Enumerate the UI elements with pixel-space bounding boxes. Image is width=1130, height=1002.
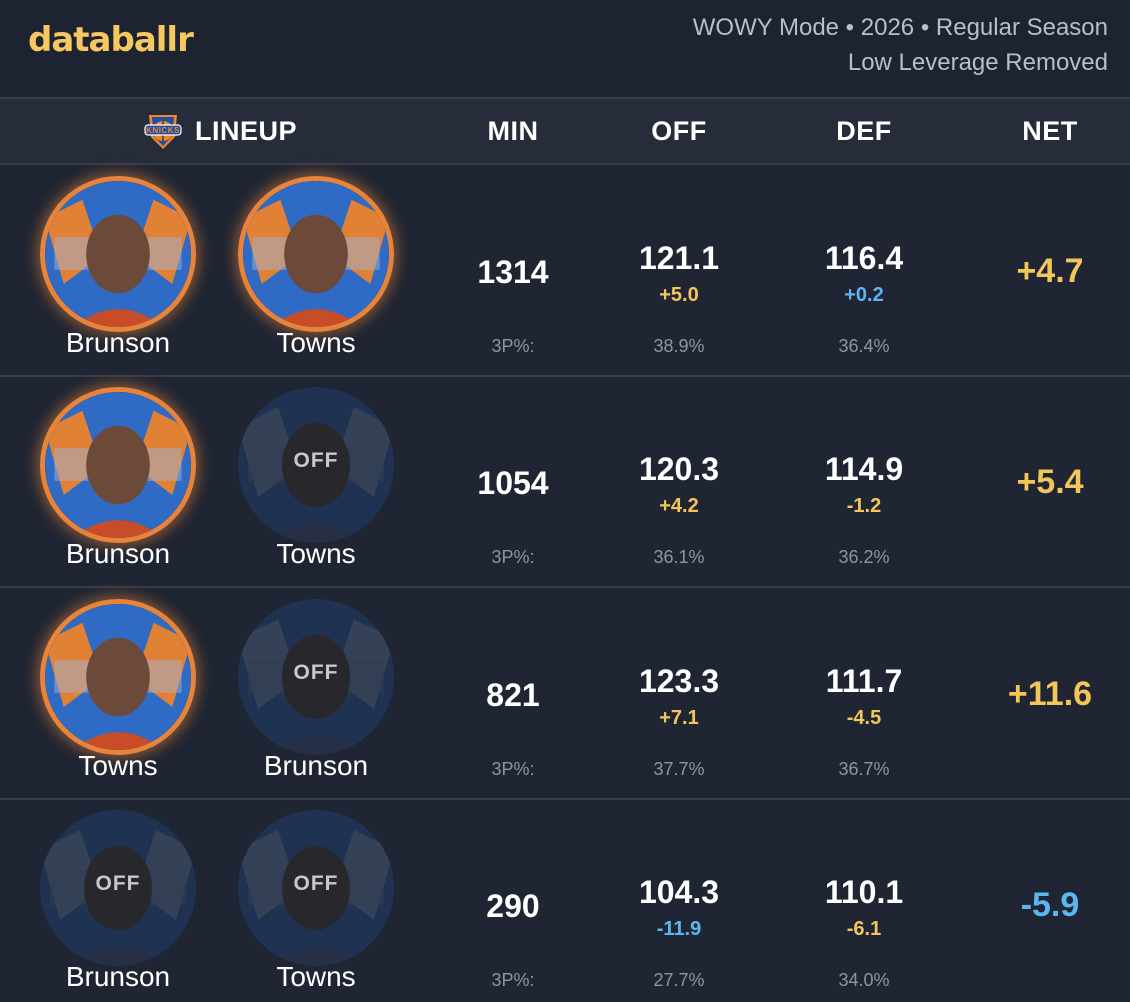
player-avatar[interactable]: OFF xyxy=(40,810,196,966)
player-card[interactable]: Towns xyxy=(226,176,406,376)
off-rating: 121.1 xyxy=(638,240,720,276)
net-rating: +5.4 xyxy=(1016,463,1084,501)
off-label: OFF xyxy=(293,449,339,472)
player-card[interactable]: OFF Brunson xyxy=(28,810,208,1002)
header-lineup[interactable]: KNICKS LINEUP xyxy=(0,99,436,163)
player-avatar[interactable] xyxy=(40,387,196,543)
player-name: Towns xyxy=(276,538,356,569)
player-name: Brunson xyxy=(65,961,171,992)
minutes-value: 290 xyxy=(486,888,540,924)
def-rating: 111.7 xyxy=(825,663,903,699)
net-rating: +4.7 xyxy=(1016,252,1084,290)
player-card[interactable]: Brunson xyxy=(28,176,208,376)
table-header: KNICKS LINEUP MIN OFF DEF NET xyxy=(0,99,1130,165)
lineup-row[interactable]: OFF Brunson OFF Towns 290 3P%: 104.3 -11.9 27.7%… xyxy=(0,800,1130,1002)
player-card[interactable]: OFF Towns xyxy=(226,810,406,1002)
player-avatar[interactable] xyxy=(238,176,394,332)
minutes-value: 1314 xyxy=(477,254,549,290)
player-name: Towns xyxy=(276,961,356,992)
player-photo-icon xyxy=(45,604,191,750)
off-rating: 123.3 xyxy=(638,663,720,699)
def-rating-diff: -4.5 xyxy=(846,707,882,729)
player-photo-icon xyxy=(238,387,394,543)
player-card[interactable]: Towns xyxy=(28,599,208,799)
player-photo-icon xyxy=(238,599,394,755)
off-label: OFF xyxy=(293,661,339,684)
player-avatar[interactable]: OFF xyxy=(238,810,394,966)
brand-logo[interactable]: databallr xyxy=(28,20,194,60)
player-name: Brunson xyxy=(263,750,369,781)
off-rating-diff: -11.9 xyxy=(656,918,702,940)
def-rating-diff: -6.1 xyxy=(846,918,882,940)
off-three-pct: 27.7% xyxy=(653,970,705,990)
off-rating: 104.3 xyxy=(638,874,720,910)
mode-line-1[interactable]: WOWY Mode • 2026 • Regular Season xyxy=(692,14,1108,41)
player-name: Towns xyxy=(276,327,356,358)
off-label: OFF xyxy=(95,872,141,895)
three-point-label: 3P%: xyxy=(491,970,535,990)
def-three-pct: 36.4% xyxy=(838,336,890,356)
header-off[interactable]: OFF xyxy=(651,115,707,146)
player-name: Towns xyxy=(78,750,158,781)
net-rating: +11.6 xyxy=(1007,675,1093,713)
def-rating-diff: -1.2 xyxy=(846,495,882,517)
knicks-logo-icon: KNICKS xyxy=(144,115,182,149)
header-def[interactable]: DEF xyxy=(836,115,892,146)
player-photo-icon xyxy=(45,392,191,538)
player-card[interactable]: OFF Brunson xyxy=(226,599,406,799)
mode-info: WOWY Mode • 2026 • Regular Season Low Le… xyxy=(693,10,1108,80)
minutes-value: 1054 xyxy=(477,465,549,501)
player-card[interactable]: OFF Towns xyxy=(226,387,406,587)
net-rating: -5.9 xyxy=(1020,886,1080,924)
player-photo-icon xyxy=(243,181,389,327)
player-name: Brunson xyxy=(65,327,171,358)
top-bar: databallr WOWY Mode • 2026 • Regular Sea… xyxy=(0,0,1130,99)
player-photo-icon xyxy=(45,181,191,327)
player-photo-icon xyxy=(40,810,196,966)
lineup-row[interactable]: Towns OFF Brunson 821 3P%: 123.3 +7.1 37.7% 111.… xyxy=(0,589,1130,800)
mode-line-2[interactable]: Low Leverage Removed xyxy=(847,49,1108,76)
def-three-pct: 36.2% xyxy=(838,547,890,567)
player-avatar[interactable]: OFF xyxy=(238,387,394,543)
def-rating: 116.4 xyxy=(824,240,904,276)
three-point-label: 3P%: xyxy=(491,336,535,356)
player-name: Brunson xyxy=(65,538,171,569)
header-min[interactable]: MIN xyxy=(487,115,539,146)
three-point-label: 3P%: xyxy=(491,759,535,779)
def-rating: 110.1 xyxy=(824,874,904,910)
player-photo-icon xyxy=(238,810,394,966)
off-three-pct: 36.1% xyxy=(653,547,705,567)
def-rating-diff: +0.2 xyxy=(844,284,884,306)
def-three-pct: 36.7% xyxy=(838,759,890,779)
player-avatar[interactable] xyxy=(40,599,196,755)
lineup-row[interactable]: Brunson OFF Towns 1054 3P%: 120.3 +4.2 36.1% 114… xyxy=(0,377,1130,588)
header-lineup-label: LINEUP xyxy=(194,115,297,146)
player-card[interactable]: Brunson xyxy=(28,387,208,587)
off-three-pct: 37.7% xyxy=(653,759,705,779)
def-three-pct: 34.0% xyxy=(838,970,890,990)
three-point-label: 3P%: xyxy=(491,547,535,567)
minutes-value: 821 xyxy=(486,677,540,713)
player-avatar[interactable] xyxy=(40,176,196,332)
off-label: OFF xyxy=(293,872,339,895)
svg-text:KNICKS: KNICKS xyxy=(146,126,180,135)
def-rating: 114.9 xyxy=(824,451,904,487)
off-rating-diff: +4.2 xyxy=(659,495,699,517)
lineup-row[interactable]: Brunson Towns 1314 3P%: 121.1 +5.0 38.9% 116.4 +… xyxy=(0,166,1130,377)
off-rating-diff: +5.0 xyxy=(659,284,699,306)
player-avatar[interactable]: OFF xyxy=(238,599,394,755)
off-three-pct: 38.9% xyxy=(653,336,705,356)
off-rating-diff: +7.1 xyxy=(659,707,699,729)
header-net[interactable]: NET xyxy=(1022,115,1078,146)
off-rating: 120.3 xyxy=(638,451,720,487)
